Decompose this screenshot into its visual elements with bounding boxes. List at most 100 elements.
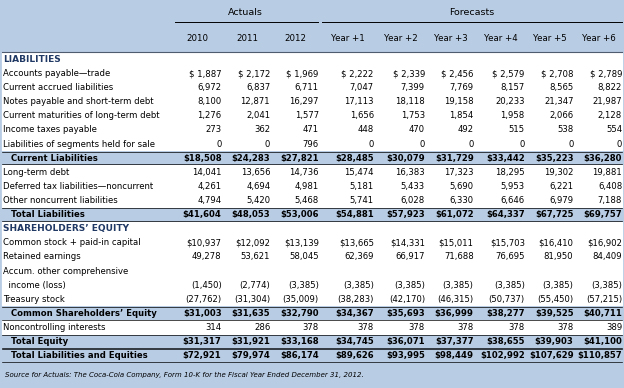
Text: $12,092: $12,092 <box>235 238 270 248</box>
Text: $102,992: $102,992 <box>480 351 525 360</box>
Text: $14,331: $14,331 <box>390 238 425 248</box>
Text: Total Liabilities and Equities: Total Liabilities and Equities <box>11 351 148 360</box>
Text: Other noncurrent liabilities: Other noncurrent liabilities <box>3 196 118 205</box>
Text: 16,297: 16,297 <box>290 97 319 106</box>
Text: (3,385): (3,385) <box>592 281 622 290</box>
Text: 8,157: 8,157 <box>500 83 525 92</box>
Text: 796: 796 <box>303 140 319 149</box>
Text: 7,769: 7,769 <box>449 83 474 92</box>
Text: (3,385): (3,385) <box>494 281 525 290</box>
Bar <box>0 0 624 52</box>
Text: Current accrued liabilities: Current accrued liabilities <box>3 83 114 92</box>
Text: (57,215): (57,215) <box>586 295 622 304</box>
Text: 4,981: 4,981 <box>295 182 319 191</box>
Text: 1,276: 1,276 <box>197 111 222 120</box>
Text: 19,302: 19,302 <box>544 168 573 177</box>
Text: $ 1,887: $ 1,887 <box>189 69 222 78</box>
Text: $ 2,708: $ 2,708 <box>541 69 573 78</box>
Text: 19,158: 19,158 <box>444 97 474 106</box>
Text: $ 1,969: $ 1,969 <box>286 69 319 78</box>
Text: 0: 0 <box>568 140 573 149</box>
Text: $34,745: $34,745 <box>335 337 374 346</box>
Text: 13,656: 13,656 <box>241 168 270 177</box>
Text: 2011: 2011 <box>236 34 258 43</box>
Text: $38,277: $38,277 <box>486 309 525 318</box>
Text: $30,079: $30,079 <box>386 154 425 163</box>
Text: 6,979: 6,979 <box>549 196 573 205</box>
Text: 2,041: 2,041 <box>246 111 270 120</box>
Text: $31,003: $31,003 <box>183 309 222 318</box>
Text: (55,450): (55,450) <box>537 295 573 304</box>
Text: (50,737): (50,737) <box>489 295 525 304</box>
Text: $39,525: $39,525 <box>535 309 573 318</box>
Text: $79,974: $79,974 <box>232 351 270 360</box>
Text: Accum. other comprehensive: Accum. other comprehensive <box>3 267 129 275</box>
Bar <box>0 151 624 165</box>
Text: 5,690: 5,690 <box>449 182 474 191</box>
Text: $41,604: $41,604 <box>183 210 222 219</box>
Text: 2012: 2012 <box>285 34 307 43</box>
Text: 492: 492 <box>457 125 474 135</box>
Text: $35,223: $35,223 <box>535 154 573 163</box>
Text: 5,468: 5,468 <box>295 196 319 205</box>
Text: (31,304): (31,304) <box>234 295 270 304</box>
Text: $37,377: $37,377 <box>435 337 474 346</box>
Text: $67,725: $67,725 <box>535 210 573 219</box>
Text: 6,711: 6,711 <box>295 83 319 92</box>
Text: 6,408: 6,408 <box>598 182 622 191</box>
Text: 6,330: 6,330 <box>449 196 474 205</box>
Text: 378: 378 <box>457 323 474 332</box>
Text: Long-term debt: Long-term debt <box>3 168 69 177</box>
Text: 7,047: 7,047 <box>349 83 374 92</box>
Text: Year +1: Year +1 <box>331 34 364 43</box>
Text: $24,283: $24,283 <box>232 154 270 163</box>
Text: 76,695: 76,695 <box>495 253 525 262</box>
Text: $15,703: $15,703 <box>490 238 525 248</box>
Text: $32,790: $32,790 <box>280 309 319 318</box>
Text: 471: 471 <box>303 125 319 135</box>
Bar <box>0 349 624 363</box>
Text: $89,626: $89,626 <box>335 351 374 360</box>
Text: 17,323: 17,323 <box>444 168 474 177</box>
Text: 5,953: 5,953 <box>500 182 525 191</box>
Text: $110,857: $110,857 <box>577 351 622 360</box>
Bar <box>0 52 624 363</box>
Text: 66,917: 66,917 <box>396 253 425 262</box>
Text: 18,295: 18,295 <box>495 168 525 177</box>
Text: 4,694: 4,694 <box>246 182 270 191</box>
Text: Year +4: Year +4 <box>484 34 517 43</box>
Text: $13,139: $13,139 <box>284 238 319 248</box>
Text: 554: 554 <box>606 125 622 135</box>
Text: 378: 378 <box>358 323 374 332</box>
Text: $53,006: $53,006 <box>280 210 319 219</box>
Text: $35,693: $35,693 <box>386 309 425 318</box>
Text: 71,688: 71,688 <box>444 253 474 262</box>
Text: 19,881: 19,881 <box>592 168 622 177</box>
Text: 0: 0 <box>368 140 374 149</box>
Text: 0: 0 <box>468 140 474 149</box>
Text: Year +5: Year +5 <box>534 34 567 43</box>
Text: Current Liabilities: Current Liabilities <box>11 154 98 163</box>
Text: 49,278: 49,278 <box>192 253 222 262</box>
Text: 20,233: 20,233 <box>495 97 525 106</box>
Text: $38,655: $38,655 <box>486 337 525 346</box>
Text: (42,170): (42,170) <box>389 295 425 304</box>
Text: 1,753: 1,753 <box>401 111 425 120</box>
Text: 6,972: 6,972 <box>197 83 222 92</box>
Text: 0: 0 <box>617 140 622 149</box>
Text: Total Equity: Total Equity <box>11 337 69 346</box>
Bar <box>0 334 624 349</box>
Text: Source for Actuals: The Coca-Cola Company, Form 10-K for the Fiscal Year Ended D: Source for Actuals: The Coca-Cola Compan… <box>5 372 364 378</box>
Text: 8,822: 8,822 <box>598 83 622 92</box>
Text: 6,028: 6,028 <box>401 196 425 205</box>
Text: 6,221: 6,221 <box>549 182 573 191</box>
Text: $41,100: $41,100 <box>583 337 622 346</box>
Text: 8,565: 8,565 <box>549 83 573 92</box>
Text: (3,385): (3,385) <box>543 281 573 290</box>
Text: 314: 314 <box>205 323 222 332</box>
Text: Forecasts: Forecasts <box>449 8 494 17</box>
Text: 14,041: 14,041 <box>192 168 222 177</box>
Text: 8,100: 8,100 <box>197 97 222 106</box>
Text: Year +6: Year +6 <box>582 34 616 43</box>
Text: (27,762): (27,762) <box>185 295 222 304</box>
